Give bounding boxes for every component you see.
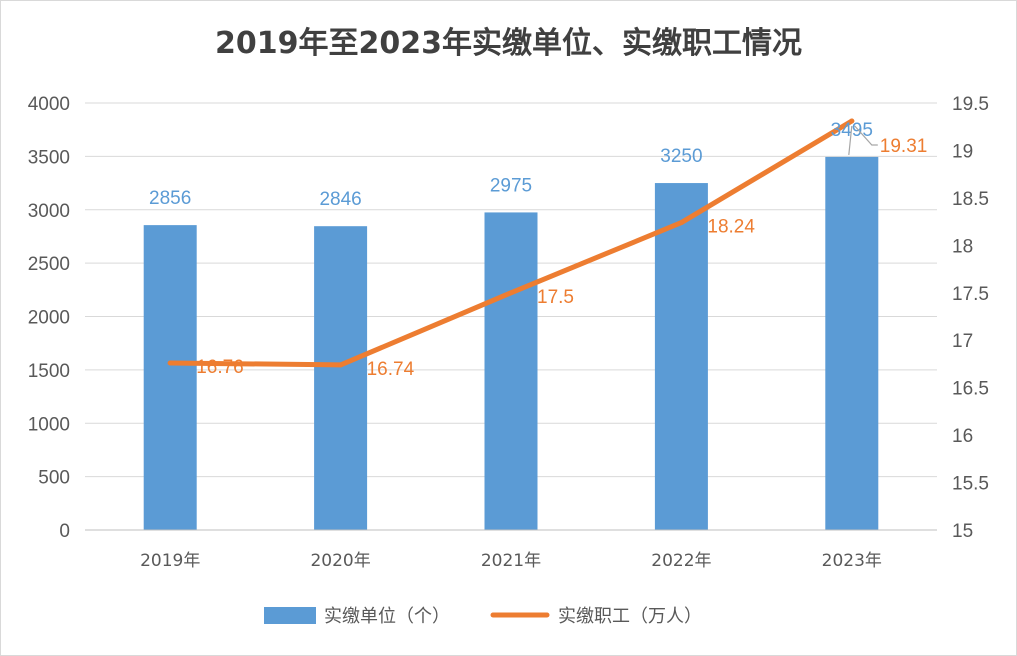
line-data-label: 16.76 [196,357,244,378]
bar [825,156,879,530]
bar [654,183,708,530]
right-axis-tick-label: 15 [952,521,973,542]
x-axis-tick-label: 2019年 [140,551,200,571]
callout-leader [854,125,878,146]
left-axis-tick-label: 1500 [28,361,70,382]
line-point [167,360,173,366]
legend-swatch-bar [264,607,316,624]
chart-title: 2019年至2023年实缴单位、实缴职工情况 [215,26,802,61]
left-axis: 0 500 1000 1500 2000 2500 3000 3500 4000 [28,94,70,542]
line-point [849,118,855,124]
line-point [338,362,344,368]
legend: 实缴单位（个） 实缴职工（万人） [264,606,702,627]
right-axis: 15 15.5 16 16.5 17 17.5 18 18.5 19 19.5 [952,94,989,542]
right-axis-tick-label: 19.5 [952,94,989,115]
x-axis-tick-label: 2023年 [822,551,882,571]
bar-series [143,156,879,530]
legend-label-line: 实缴职工（万人） [558,606,702,627]
bar-data-label: 2975 [490,175,532,196]
callout-leader [848,125,853,155]
x-axis: 2019年 2020年 2021年 2022年 2023年 [85,529,937,571]
bar [484,212,538,530]
x-axis-tick-label: 2022年 [651,551,711,571]
left-axis-tick-label: 3500 [28,147,70,168]
left-axis-tick-label: 0 [59,521,70,542]
bar [143,225,197,530]
right-axis-tick-label: 17 [952,331,973,352]
left-axis-tick-label: 4000 [28,94,70,115]
legend-label-bar: 实缴单位（个） [324,606,450,627]
line-point [678,220,684,226]
line-series [167,118,855,368]
line-data-label: 18.24 [707,217,755,238]
right-axis-tick-label: 18 [952,236,973,257]
left-axis-tick-label: 3000 [28,201,70,222]
x-axis-tick-label: 2021年 [481,551,541,571]
x-axis-tick-label: 2020年 [310,551,370,571]
line-data-label: 19.31 [880,136,928,157]
right-axis-tick-label: 18.5 [952,189,989,210]
right-axis-tick-label: 16 [952,426,973,447]
right-axis-tick-label: 15.5 [952,474,989,495]
left-axis-tick-label: 2500 [28,254,70,275]
bar-data-label: 3250 [660,146,702,167]
bar [314,226,368,530]
left-axis-tick-label: 2000 [28,308,70,329]
line-data-label: 17.5 [537,287,574,308]
right-axis-tick-label: 19 [952,141,973,162]
line-point [508,290,514,296]
bar-data-label: 2846 [319,189,361,210]
line-data-label: 16.74 [367,359,415,380]
left-axis-tick-label: 500 [38,468,70,489]
bar-data-label: 2856 [149,188,191,209]
right-axis-tick-label: 17.5 [952,284,989,305]
right-axis-tick-label: 16.5 [952,379,989,400]
left-axis-tick-label: 1000 [28,414,70,435]
